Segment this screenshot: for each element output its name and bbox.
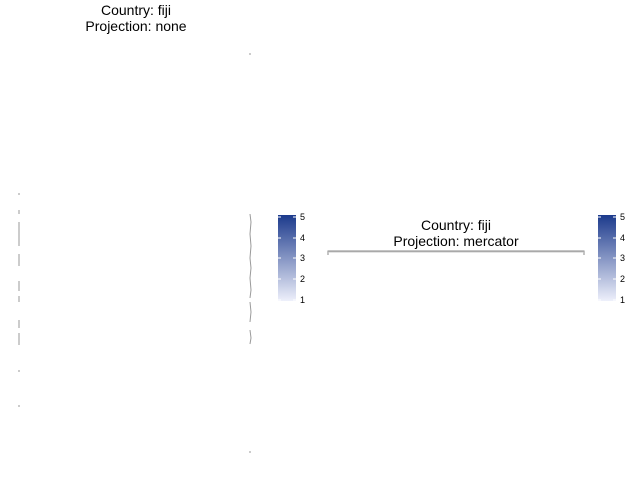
map-title: Country: fiji Projection: none	[36, 2, 236, 34]
legend-colorbar	[598, 215, 616, 301]
legend-tick-label: 3	[300, 253, 305, 263]
fiji-map-unprojected	[18, 53, 252, 453]
title-country: Country: fiji	[420, 217, 492, 233]
map-title: Country: fiji Projection: mercator	[356, 217, 556, 249]
island-fragment	[249, 213, 252, 299]
legend-tick-label: 5	[300, 212, 305, 222]
island-fragment	[249, 301, 252, 323]
legend-tick-label: 2	[300, 274, 305, 284]
legend-tick-label: 3	[620, 253, 625, 263]
legend-colorbar	[278, 215, 296, 301]
legend-tick-label: 1	[300, 295, 305, 305]
title-projection: Projection: none	[85, 18, 187, 34]
legend-tick-label: 2	[620, 274, 625, 284]
legend-tick-label: 1	[620, 295, 625, 305]
title-projection: Projection: mercator	[393, 233, 519, 249]
map-panel-unprojected: Country: fiji Projection: none	[18, 2, 318, 453]
legend-tick-label: 5	[620, 212, 625, 222]
title-country: Country: fiji	[100, 2, 172, 18]
fiji-map-mercator	[327, 250, 585, 255]
map-panel-mercator: Country: fiji Projection: mercator	[320, 0, 640, 480]
color-legend: 5 4 3 2 1	[278, 212, 318, 312]
island-fragment	[249, 329, 252, 345]
legend-tick-label: 4	[620, 233, 625, 243]
color-legend: 5 4 3 2 1	[598, 212, 638, 312]
legend-tick-label: 4	[300, 233, 305, 243]
fiji-outline-flattened	[327, 250, 585, 255]
